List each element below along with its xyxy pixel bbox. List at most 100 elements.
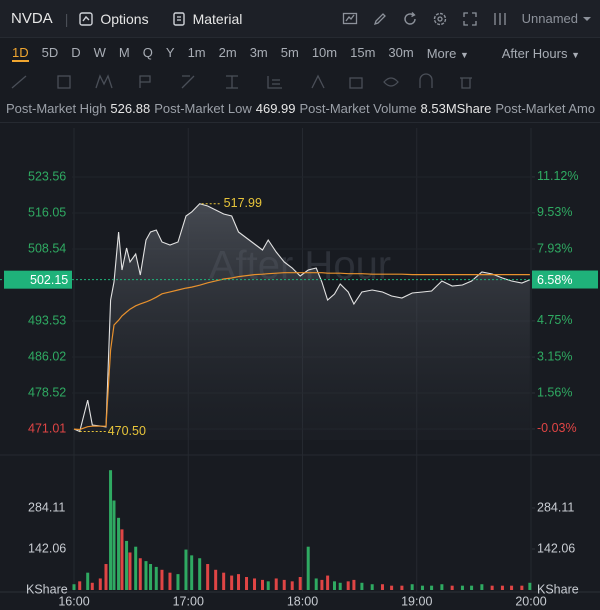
volume-bar — [128, 552, 132, 590]
volume-bar — [346, 581, 350, 590]
price-area — [74, 203, 530, 440]
volume-bar — [168, 572, 172, 590]
tool-icon[interactable] — [11, 75, 27, 89]
tool-icon[interactable] — [419, 73, 433, 88]
volume-tick-label: 142.06 — [28, 541, 66, 555]
layout-name[interactable]: Unnamed — [521, 11, 578, 26]
timeframe-option[interactable]: Y — [165, 44, 175, 60]
options-icon — [79, 11, 94, 26]
volume-bar — [400, 585, 404, 590]
y2-tick-label: 9.53% — [537, 205, 572, 219]
layout-icon[interactable] — [492, 11, 508, 27]
timeframe-option[interactable]: 1m — [187, 44, 206, 60]
volume-bar — [237, 574, 241, 590]
fullscreen-icon[interactable] — [462, 11, 478, 27]
tool-icon[interactable] — [349, 77, 363, 89]
stat-label: Post-Market Amo — [495, 101, 596, 116]
volume-bar — [90, 582, 94, 590]
volume-unit: KShare — [537, 582, 579, 596]
volume-bar — [154, 566, 158, 590]
y2-tick-label: -0.03% — [537, 421, 577, 435]
symbol[interactable]: NVDA — [11, 10, 53, 27]
options-tab[interactable]: Options — [78, 11, 149, 27]
stat-value: 469.99 — [255, 101, 296, 116]
toolbar-icons: Unnamed — [342, 11, 600, 27]
y-tick-label: 516.05 — [28, 205, 66, 219]
timeframe-option[interactable]: 2m — [218, 44, 237, 60]
y2-tick-label: 3.15% — [537, 349, 572, 363]
y2-tick-label: 11.12% — [537, 169, 578, 183]
timeframe-bar: 1D 5D D W M Q Y 1m 2m 3m 5m 10m 15m 30m More ▼ After … — [0, 40, 600, 66]
session-select[interactable]: After Hours ▼ — [502, 46, 580, 61]
tool-icon[interactable] — [181, 75, 195, 89]
timeframe-option[interactable]: 5m — [280, 44, 299, 60]
volume-bar — [104, 564, 108, 590]
volume-bar — [332, 581, 336, 590]
timeframe-option[interactable]: 3m — [249, 44, 268, 60]
volume-bar — [184, 549, 188, 590]
timeframe-option[interactable]: 15m — [350, 44, 376, 60]
refresh-icon[interactable] — [402, 11, 418, 27]
x-tick-label: 20:00 — [515, 594, 546, 608]
timeframe-option[interactable]: 1D — [12, 44, 29, 62]
tool-icon[interactable] — [57, 75, 71, 89]
tool-icon[interactable] — [139, 75, 151, 88]
volume-bar — [320, 579, 324, 590]
stat-label: Post-Market High — [6, 101, 107, 116]
last-price-box — [4, 270, 72, 289]
timeframe-option[interactable]: 10m — [311, 44, 338, 60]
more-button[interactable]: More ▼ — [427, 46, 469, 61]
draw-icon[interactable] — [372, 11, 388, 27]
timeframe-option[interactable]: D — [71, 44, 81, 60]
volume-bar — [109, 470, 113, 590]
timeframe-option[interactable]: W — [93, 44, 106, 60]
volume-bar — [450, 585, 454, 590]
tool-icon[interactable] — [311, 74, 325, 89]
tool-icon[interactable] — [383, 77, 399, 87]
volume-bar — [230, 575, 234, 590]
tool-icon[interactable] — [226, 75, 238, 89]
volume-bar — [306, 546, 310, 590]
y2-tick-label: 4.75% — [537, 313, 572, 327]
volume-bar — [440, 584, 444, 590]
material-tab[interactable]: Material — [171, 11, 242, 27]
volume-bar — [206, 564, 210, 590]
tool-icon[interactable] — [95, 74, 113, 89]
volume-bar — [520, 585, 524, 590]
stats-bar: Post-Market High 526.88 Post-Market Low 469… — [0, 101, 600, 123]
timeframe-option[interactable]: 30m — [388, 44, 414, 60]
volume-bar — [214, 569, 218, 590]
indicator-icon[interactable] — [342, 11, 358, 27]
volume-bar — [380, 584, 384, 590]
dropdown-arrow — [583, 16, 591, 21]
timeframe-option[interactable]: 5D — [41, 44, 59, 60]
last-change-box — [532, 270, 598, 289]
volume-bar — [176, 574, 180, 590]
stat-value: 8.53MShare — [420, 101, 492, 116]
volume-bar — [222, 572, 226, 590]
volume-bar — [282, 579, 286, 590]
volume-bar — [500, 585, 504, 590]
volume-bar — [78, 581, 82, 590]
y-tick-label: 486.02 — [28, 349, 66, 363]
drawing-tools — [11, 73, 472, 89]
more-label: More — [426, 45, 457, 61]
stat-value: 526.88 — [110, 101, 151, 116]
material-icon — [172, 11, 185, 26]
session-label: After Hours — [501, 45, 568, 61]
settings-icon[interactable] — [432, 11, 448, 27]
tool-icon[interactable] — [267, 76, 282, 89]
last-change-label: 6.58% — [537, 273, 572, 287]
volume-bar — [149, 564, 153, 590]
timeframe-option[interactable]: M — [118, 44, 130, 60]
volume-bar — [370, 584, 374, 590]
volume-tick-label: 284.11 — [28, 500, 65, 514]
y2-tick-label: 1.56% — [537, 385, 572, 399]
tool-icon[interactable] — [460, 77, 472, 89]
volume-bar — [253, 578, 257, 590]
timeframe-option[interactable]: Q — [142, 44, 153, 60]
volume-bar — [460, 585, 464, 590]
volume-bar — [490, 585, 494, 590]
